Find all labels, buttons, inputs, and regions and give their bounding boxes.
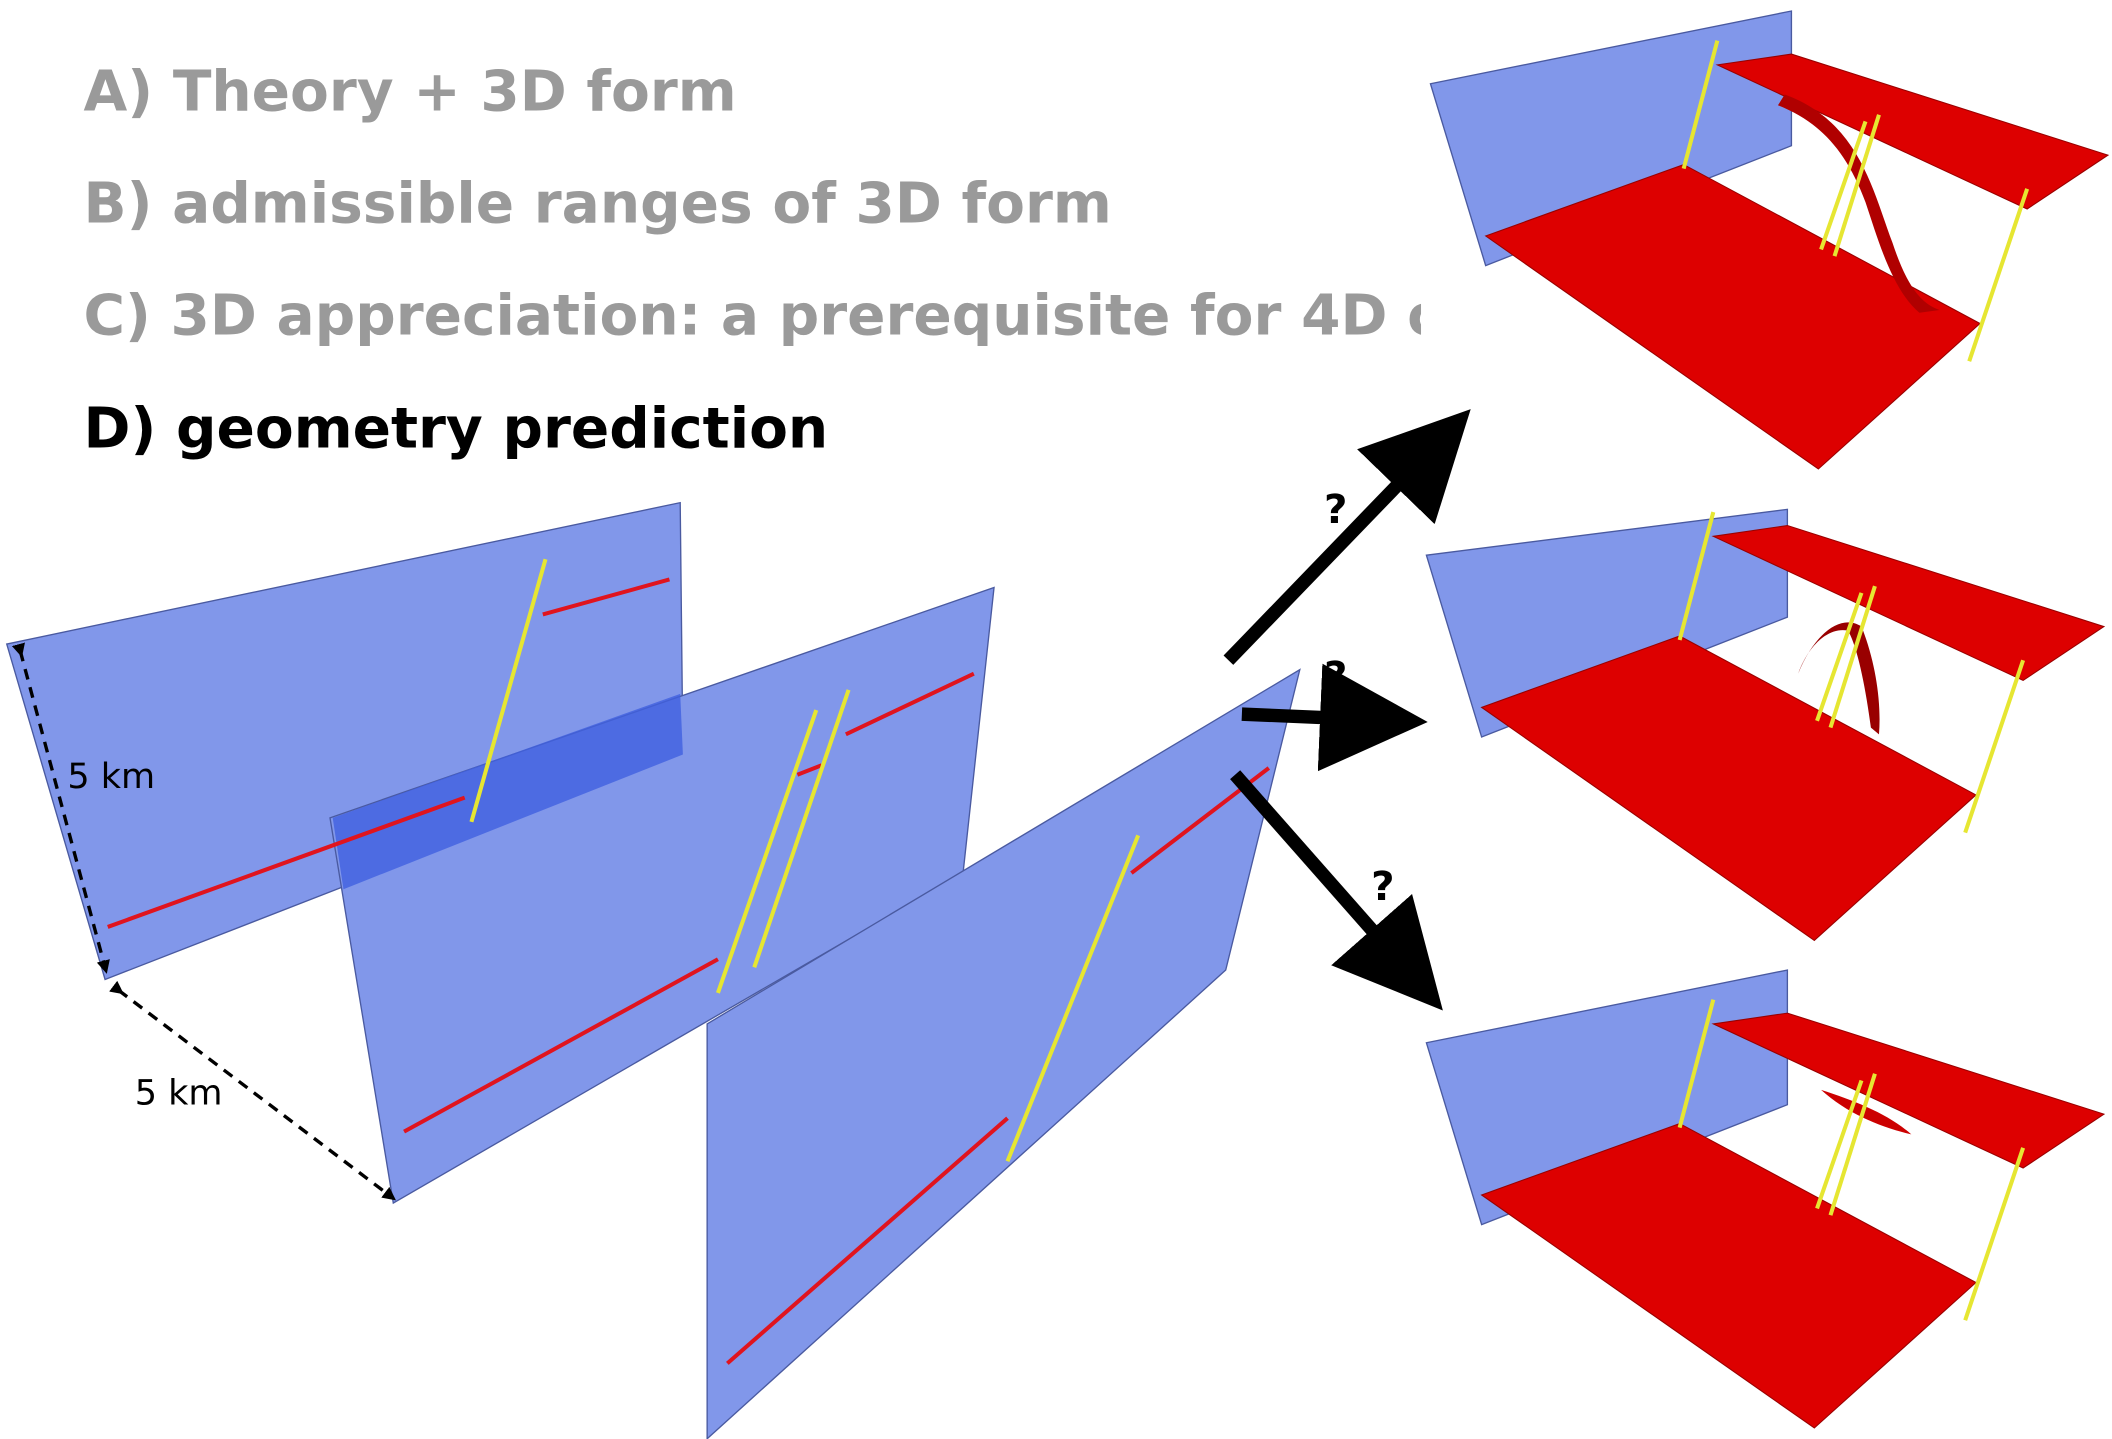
panel [1425, 969, 1789, 1226]
question-mark: ? [1324, 485, 1347, 533]
section-panels [5, 501, 1301, 1439]
fault [1681, 40, 1720, 170]
arrow [1241, 663, 1428, 772]
fault [1832, 114, 1881, 257]
surface [1480, 635, 1977, 942]
horizon [796, 763, 823, 777]
fault [1677, 999, 1716, 1129]
overlap [332, 693, 683, 890]
fault [752, 689, 851, 968]
horizon [845, 671, 975, 737]
surface [1711, 524, 2106, 682]
fault [1815, 592, 1864, 722]
scale-label: 5 km [67, 756, 155, 797]
arrow [1223, 409, 1471, 665]
heading: A) Theory + 3D form [84, 59, 737, 125]
dimension-arrow [109, 980, 396, 1201]
model-view [1425, 969, 2106, 1429]
fault [1005, 834, 1141, 1163]
heading: C) 3D appreciation: a prerequisite for 4… [84, 282, 1777, 348]
question-mark: ? [1371, 862, 1394, 910]
surface [1484, 163, 1981, 470]
horizon [542, 577, 670, 617]
panel [1429, 10, 1793, 267]
fault [1963, 659, 2026, 834]
panel [706, 668, 1301, 1439]
fault [1828, 585, 1877, 729]
fault [1967, 188, 2030, 362]
surface [1821, 1089, 1912, 1135]
horizon [726, 1116, 1009, 1365]
model-view [1429, 10, 2110, 470]
scale-label: 5 km [135, 1073, 223, 1114]
fault [716, 709, 819, 994]
fault [1819, 120, 1868, 251]
fault [1815, 1079, 1864, 1210]
model-view [1425, 508, 2106, 942]
surface [1480, 1122, 1977, 1429]
heading: B) admissible ranges of 3D form [84, 170, 1112, 236]
fault [1828, 1073, 1877, 1216]
dimension-arrow [11, 642, 110, 974]
horizon [107, 795, 466, 929]
fault [1963, 1147, 2026, 1321]
surface [1715, 53, 2110, 210]
fault [1677, 511, 1716, 641]
surface [1711, 1012, 2106, 1169]
heading: D) geometry prediction [84, 395, 829, 461]
question-mark: ? [1324, 652, 1347, 700]
fault [469, 558, 548, 823]
horizon [403, 957, 719, 1134]
arrow [1230, 770, 1443, 1011]
surface [1798, 622, 1880, 735]
